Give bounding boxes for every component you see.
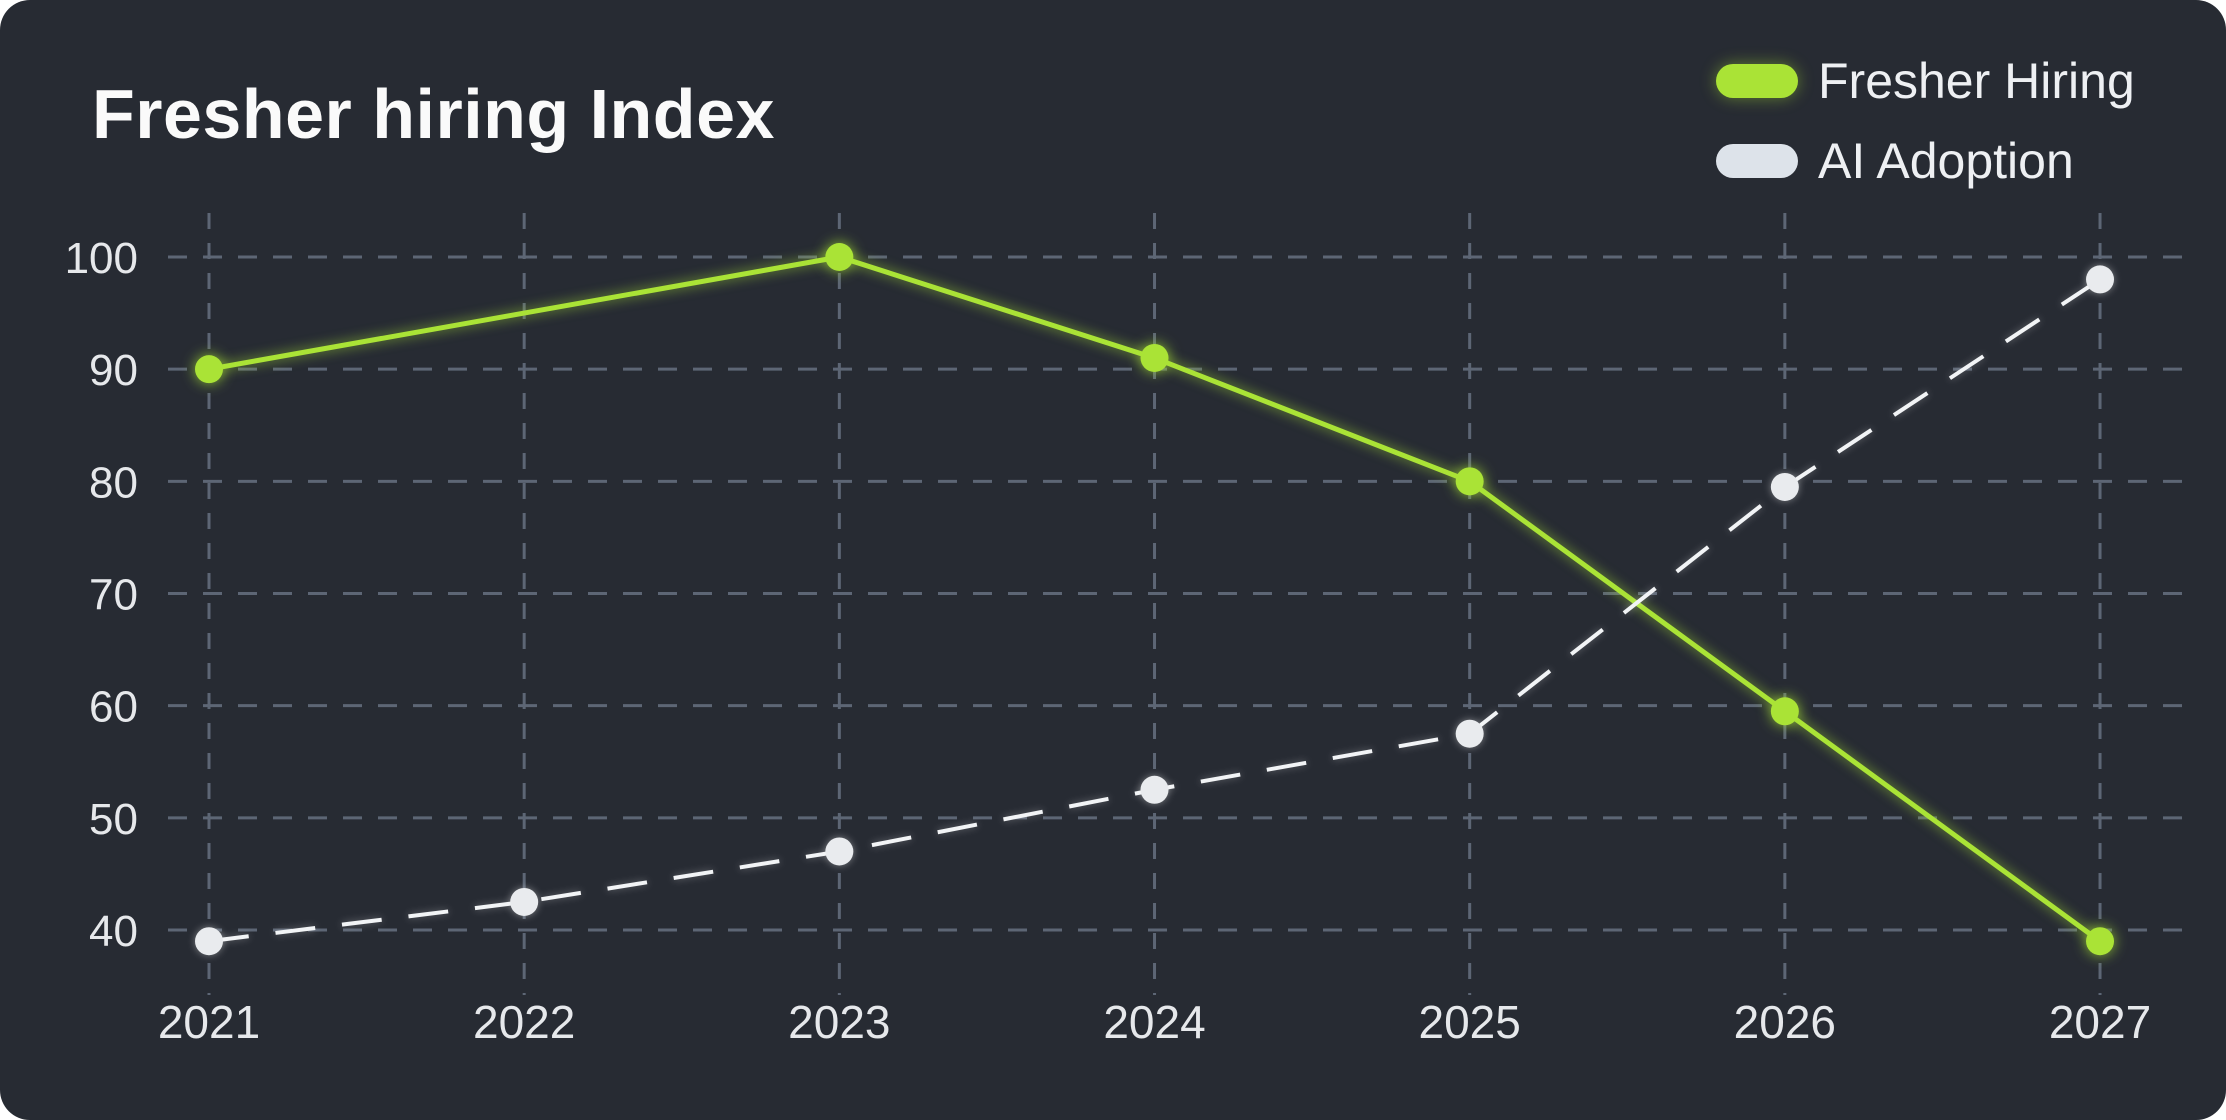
chart-title: Fresher hiring Index: [92, 75, 775, 153]
data-point-ai-adoption: [1455, 719, 1484, 748]
data-point-ai-adoption: [195, 927, 223, 956]
data-point-ai-adoption: [1770, 472, 1799, 501]
data-point-ai-adoption: [510, 887, 539, 916]
legend-label-fresher-hiring: Fresher Hiring: [1818, 53, 2135, 109]
data-point-fresher-hiring: [1770, 697, 1799, 726]
x-tick-label: 2025: [1419, 996, 1521, 1048]
y-tick-label: 60: [89, 683, 138, 732]
data-point-fresher-hiring: [2086, 927, 2115, 956]
x-tick-label: 2026: [1734, 996, 1836, 1048]
legend-label-ai-adoption: AI Adoption: [1818, 133, 2074, 189]
y-tick-label: 80: [89, 458, 138, 507]
data-point-ai-adoption: [1140, 775, 1169, 804]
legend: Fresher Hiring AI Adoption: [1716, 41, 2135, 201]
x-tick-label: 2024: [1103, 996, 1205, 1048]
legend-swatch-fresher-hiring: [1716, 64, 1798, 98]
data-point-ai-adoption: [825, 837, 854, 866]
legend-item-fresher-hiring: Fresher Hiring: [1716, 41, 2135, 121]
y-tick-label: 50: [89, 795, 138, 844]
data-point-ai-adoption: [2086, 265, 2115, 294]
y-tick-label: 40: [89, 907, 138, 956]
x-tick-label: 2022: [473, 996, 575, 1048]
y-tick-label: 90: [89, 346, 138, 395]
x-tick-label: 2021: [158, 996, 260, 1048]
y-tick-label: 100: [65, 234, 138, 283]
data-point-fresher-hiring: [1455, 467, 1484, 496]
y-tick-label: 70: [89, 571, 138, 620]
legend-item-ai-adoption: AI Adoption: [1716, 121, 2135, 201]
data-point-fresher-hiring: [1140, 343, 1169, 372]
legend-swatch-ai-adoption: [1716, 144, 1798, 178]
x-tick-label: 2027: [2049, 996, 2151, 1048]
data-point-fresher-hiring: [195, 355, 223, 384]
data-point-fresher-hiring: [825, 243, 854, 271]
x-tick-label: 2023: [788, 996, 890, 1048]
